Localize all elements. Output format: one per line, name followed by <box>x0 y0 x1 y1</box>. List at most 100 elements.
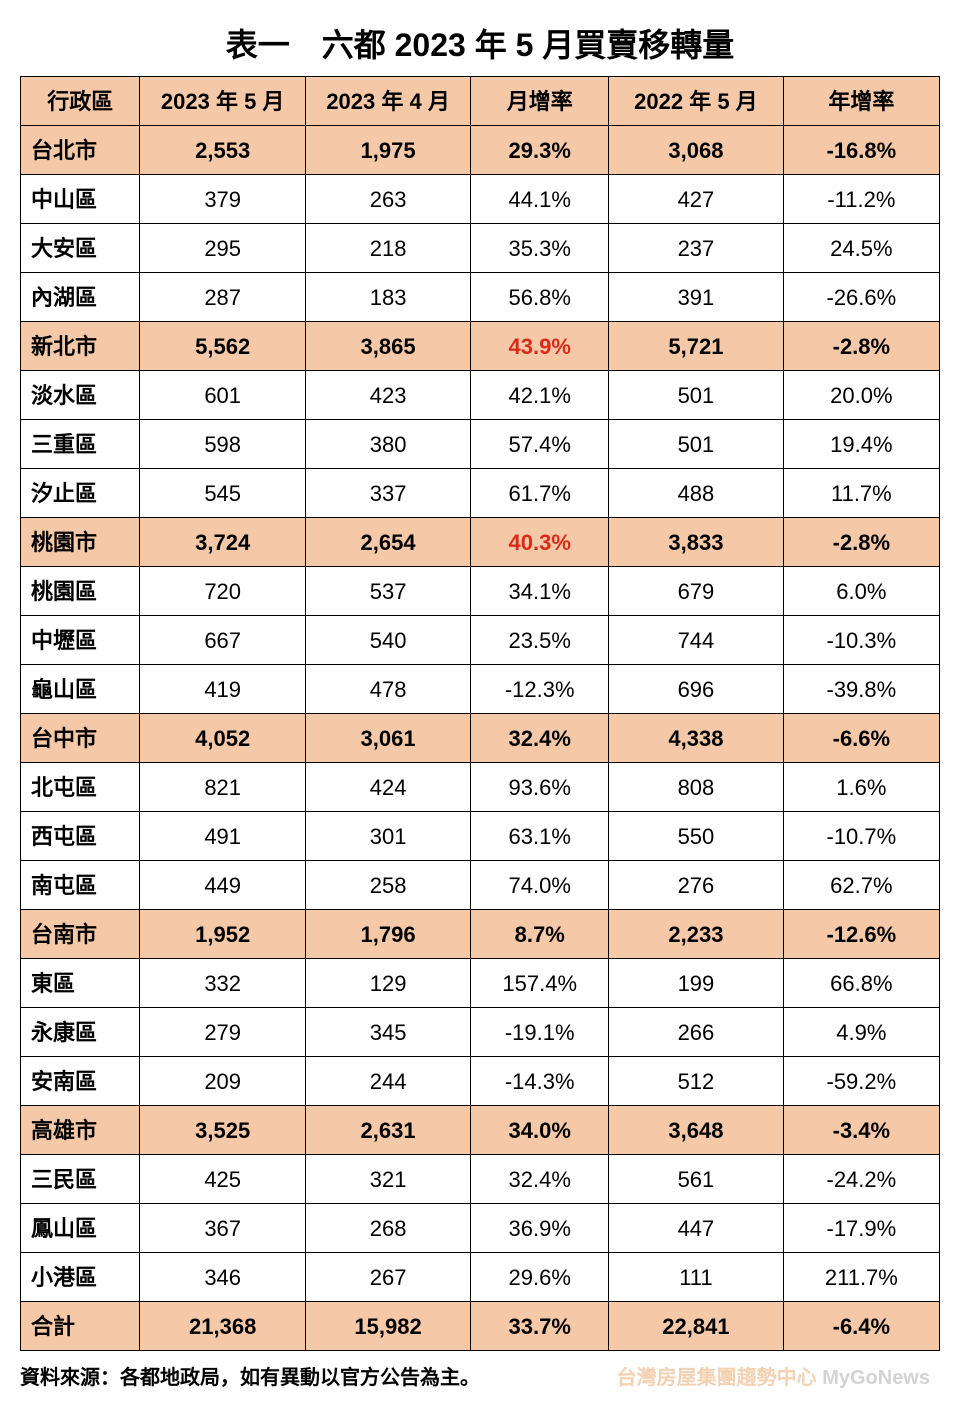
cell-value: 199 <box>609 959 784 1008</box>
cell-region: 中壢區 <box>21 616 140 665</box>
cell-value: 23.5% <box>471 616 609 665</box>
cell-region: 北屯區 <box>21 763 140 812</box>
cell-value: 380 <box>305 420 470 469</box>
cell-value: 57.4% <box>471 420 609 469</box>
cell-value: 44.1% <box>471 175 609 224</box>
cell-region: 桃園市 <box>21 518 140 567</box>
cell-value: 2,553 <box>140 126 305 175</box>
table-row: 內湖區28718356.8%391-26.6% <box>21 273 940 322</box>
cell-value: 337 <box>305 469 470 518</box>
cell-value: 3,648 <box>609 1106 784 1155</box>
cell-value: -2.8% <box>783 518 939 567</box>
cell-value: 478 <box>305 665 470 714</box>
cell-value: 66.8% <box>783 959 939 1008</box>
cell-value: -14.3% <box>471 1057 609 1106</box>
cell-value: 391 <box>609 273 784 322</box>
cell-value: 20.0% <box>783 371 939 420</box>
table-row: 淡水區60142342.1%50120.0% <box>21 371 940 420</box>
watermark-sub: 台灣房屋集團趨勢中心 <box>617 1367 817 1389</box>
cell-value: 276 <box>609 861 784 910</box>
table-row: 三民區42532132.4%561-24.2% <box>21 1155 940 1204</box>
cell-value: 447 <box>609 1204 784 1253</box>
cell-value: 345 <box>305 1008 470 1057</box>
table-row: 大安區29521835.3%23724.5% <box>21 224 940 273</box>
cell-value: 11.7% <box>783 469 939 518</box>
cell-value: -16.8% <box>783 126 939 175</box>
cell-value: 129 <box>305 959 470 1008</box>
cell-value: 22,841 <box>609 1302 784 1351</box>
data-table: 行政區 2023 年 5 月 2023 年 4 月 月增率 2022 年 5 月… <box>20 76 940 1351</box>
cell-value: 550 <box>609 812 784 861</box>
cell-region: 內湖區 <box>21 273 140 322</box>
cell-value: 346 <box>140 1253 305 1302</box>
cell-value: 5,562 <box>140 322 305 371</box>
cell-value: 545 <box>140 469 305 518</box>
cell-value: 267 <box>305 1253 470 1302</box>
col-header-2023-04: 2023 年 4 月 <box>305 77 470 126</box>
cell-region: 小港區 <box>21 1253 140 1302</box>
header-row: 行政區 2023 年 5 月 2023 年 4 月 月增率 2022 年 5 月… <box>21 77 940 126</box>
col-header-yoy: 年增率 <box>783 77 939 126</box>
table-row: 三重區59838057.4%50119.4% <box>21 420 940 469</box>
cell-value: 821 <box>140 763 305 812</box>
cell-value: -3.4% <box>783 1106 939 1155</box>
cell-value: -59.2% <box>783 1057 939 1106</box>
cell-value: 258 <box>305 861 470 910</box>
cell-value: 56.8% <box>471 273 609 322</box>
col-header-mom: 月增率 <box>471 77 609 126</box>
cell-value: 2,233 <box>609 910 784 959</box>
cell-value: 24.5% <box>783 224 939 273</box>
cell-value: 34.1% <box>471 567 609 616</box>
table-row: 南屯區44925874.0%27662.7% <box>21 861 940 910</box>
cell-value: 29.6% <box>471 1253 609 1302</box>
cell-value: 6.0% <box>783 567 939 616</box>
cell-value: 301 <box>305 812 470 861</box>
cell-value: 74.0% <box>471 861 609 910</box>
cell-value: 425 <box>140 1155 305 1204</box>
col-header-2022-05: 2022 年 5 月 <box>609 77 784 126</box>
cell-value: 744 <box>609 616 784 665</box>
cell-value: 183 <box>305 273 470 322</box>
table-row: 小港區34626729.6%111211.7% <box>21 1253 940 1302</box>
cell-value: 1.6% <box>783 763 939 812</box>
cell-value: 501 <box>609 371 784 420</box>
cell-value: 720 <box>140 567 305 616</box>
table-row: 東區332129157.4%19966.8% <box>21 959 940 1008</box>
cell-region: 台北市 <box>21 126 140 175</box>
cell-value: -6.4% <box>783 1302 939 1351</box>
cell-value: 3,833 <box>609 518 784 567</box>
table-row: 高雄市3,5252,63134.0%3,648-3.4% <box>21 1106 940 1155</box>
cell-value: -24.2% <box>783 1155 939 1204</box>
cell-region: 中山區 <box>21 175 140 224</box>
table-row: 西屯區49130163.1%550-10.7% <box>21 812 940 861</box>
cell-value: 3,525 <box>140 1106 305 1155</box>
table-row: 台南市1,9521,7968.7%2,233-12.6% <box>21 910 940 959</box>
cell-value: 42.1% <box>471 371 609 420</box>
cell-value: -10.7% <box>783 812 939 861</box>
cell-value: 35.3% <box>471 224 609 273</box>
cell-value: 561 <box>609 1155 784 1204</box>
cell-value: 491 <box>140 812 305 861</box>
cell-value: 598 <box>140 420 305 469</box>
table-row: 安南區209244-14.3%512-59.2% <box>21 1057 940 1106</box>
cell-region: 三重區 <box>21 420 140 469</box>
cell-region: 淡水區 <box>21 371 140 420</box>
table-row: 汐止區54533761.7%48811.7% <box>21 469 940 518</box>
table-row: 合計21,36815,98233.7%22,841-6.4% <box>21 1302 940 1351</box>
cell-region: 西屯區 <box>21 812 140 861</box>
cell-value: 209 <box>140 1057 305 1106</box>
table-row: 鳳山區36726836.9%447-17.9% <box>21 1204 940 1253</box>
table-row: 台中市4,0523,06132.4%4,338-6.6% <box>21 714 940 763</box>
cell-value: 21,368 <box>140 1302 305 1351</box>
table-row: 中山區37926344.1%427-11.2% <box>21 175 940 224</box>
cell-value: 321 <box>305 1155 470 1204</box>
cell-region: 東區 <box>21 959 140 1008</box>
cell-value: 15,982 <box>305 1302 470 1351</box>
cell-value: 93.6% <box>471 763 609 812</box>
col-header-region: 行政區 <box>21 77 140 126</box>
cell-region: 龜山區 <box>21 665 140 714</box>
cell-value: 43.9% <box>471 322 609 371</box>
cell-value: 512 <box>609 1057 784 1106</box>
cell-value: 40.3% <box>471 518 609 567</box>
cell-value: 34.0% <box>471 1106 609 1155</box>
